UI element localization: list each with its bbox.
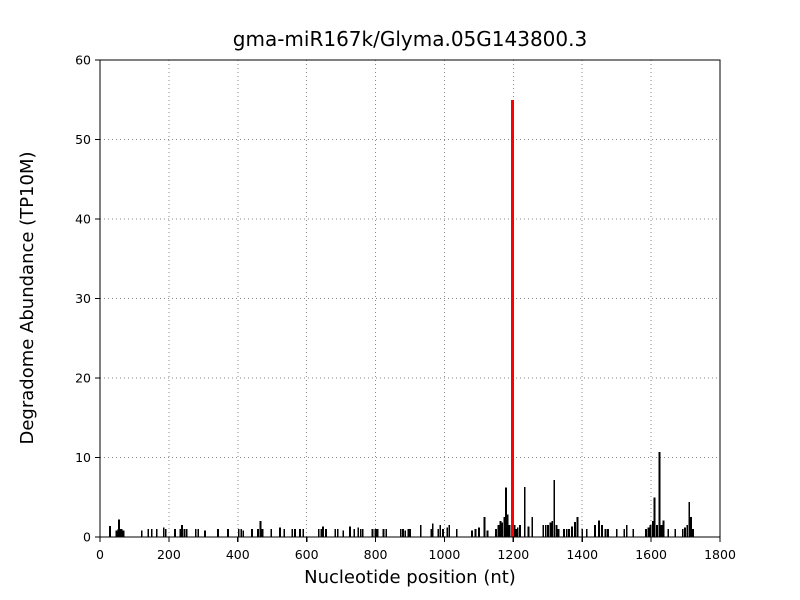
data-spikes — [109, 451, 695, 537]
x-tick-label: 400 — [226, 547, 250, 562]
x-tick-label: 1400 — [566, 547, 598, 562]
x-tick-label: 1000 — [429, 547, 461, 562]
x-tick-label: 0 — [96, 547, 104, 562]
axis-tick-labels: 0 200 400 600 800 1000 1200 1400 1600 1800 0 10 20 30… — [75, 53, 736, 563]
x-tick-label: 1200 — [497, 547, 529, 562]
y-axis-label: Degradome Abundance (TP10M) — [17, 151, 38, 444]
x-tick-label: 1600 — [635, 547, 667, 562]
x-axis-label: Nucleotide position (nt) — [304, 567, 516, 588]
axis-ticks — [95, 59, 721, 542]
y-tick-label: 60 — [75, 53, 91, 68]
x-tick-label: 600 — [295, 547, 319, 562]
y-tick-label: 0 — [83, 530, 91, 545]
chart-title: gma-miR167k/Glyma.05G143800.3 — [233, 27, 587, 51]
gridlines — [100, 60, 720, 537]
y-tick-label: 40 — [75, 212, 91, 227]
y-tick-label: 20 — [75, 371, 91, 386]
y-tick-label: 50 — [75, 132, 91, 147]
x-tick-label: 200 — [157, 547, 181, 562]
y-tick-label: 30 — [75, 291, 91, 306]
plot-border — [99, 59, 721, 538]
y-tick-label: 10 — [75, 450, 91, 465]
x-tick-label: 1800 — [704, 547, 736, 562]
x-tick-label: 800 — [364, 547, 388, 562]
